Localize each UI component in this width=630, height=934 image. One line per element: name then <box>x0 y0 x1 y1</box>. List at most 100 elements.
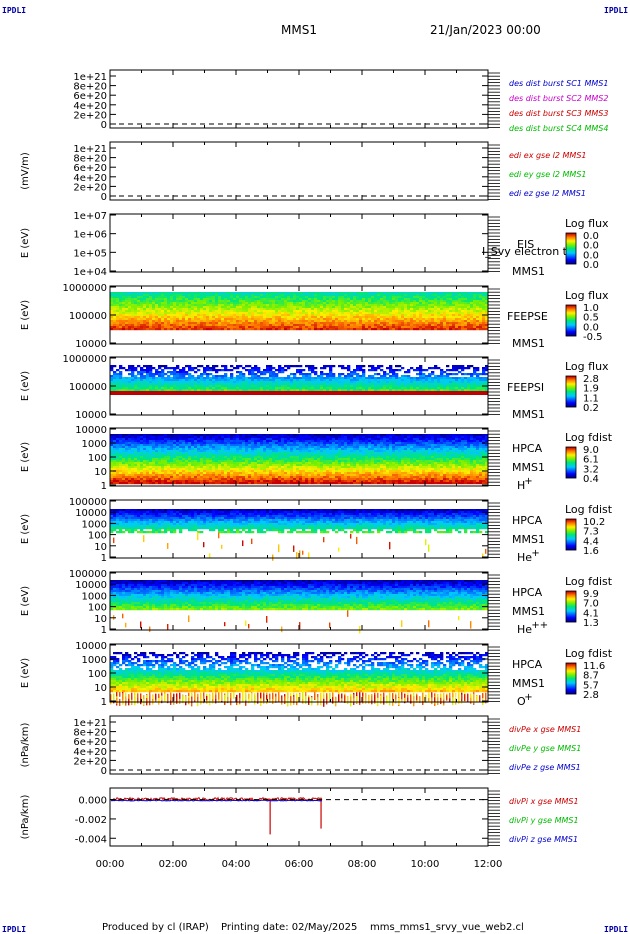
spectrogram-cell <box>314 383 318 386</box>
spectrogram-cell <box>284 310 288 313</box>
spectrogram-cell <box>332 377 336 380</box>
spectrogram-cell <box>194 440 198 443</box>
spectrogram-cell <box>158 318 162 321</box>
spectrogram-cell <box>371 326 375 329</box>
spectrogram-cell <box>149 466 153 469</box>
spectrogram-cell <box>191 448 195 451</box>
spectrogram-cell <box>431 367 435 370</box>
spectrogram-cell <box>176 454 180 457</box>
colorbar-segment <box>566 245 576 247</box>
spectrogram-cell <box>173 383 177 386</box>
spectrogram-cell <box>173 304 177 307</box>
spectrogram-cell <box>113 480 117 483</box>
spectrogram-cell <box>437 383 441 386</box>
spectrogram-cell <box>233 383 237 386</box>
spectrogram-cell <box>161 442 165 445</box>
spectrogram-cell <box>446 324 450 327</box>
spectrogram-cell <box>326 316 330 319</box>
spectrogram-cell <box>338 312 342 315</box>
spectrogram-cell <box>119 452 123 455</box>
spectrogram-cell <box>371 381 375 384</box>
spectrogram-cell <box>140 458 144 461</box>
spectrogram-cell <box>278 304 282 307</box>
spectrogram-cell <box>290 316 294 319</box>
spectrogram-cell <box>146 436 150 439</box>
spectrogram-cell <box>266 294 270 297</box>
spectrogram-cell <box>293 324 297 327</box>
spectrogram-cell <box>344 306 348 309</box>
spectrogram-cell <box>428 391 432 395</box>
y-tick-label: 1e+21 <box>73 72 107 83</box>
spectrogram-cell <box>131 316 135 319</box>
spectrogram-cell <box>410 292 414 295</box>
spectrogram-cell <box>110 310 114 313</box>
spectrogram-cell <box>395 320 399 323</box>
spectrogram-cell <box>242 375 246 378</box>
spectrogram-cell <box>161 296 165 299</box>
spectrogram-cell <box>200 314 204 317</box>
spectrogram-cell <box>437 320 441 323</box>
spectrogram-cell <box>140 379 144 382</box>
spectrogram-cell <box>128 324 132 327</box>
spectrogram-cell <box>140 462 144 465</box>
spectrogram-cell <box>167 444 171 447</box>
spectrogram-cell <box>242 296 246 299</box>
spectrogram-cell <box>140 292 144 295</box>
spectrogram-cell <box>137 302 141 305</box>
spectrogram-cell <box>137 328 141 331</box>
spectrogram-cell <box>200 385 204 388</box>
spectrogram-cell <box>179 389 183 392</box>
spectrogram-cell <box>335 389 339 392</box>
spectrogram-cell <box>170 300 174 303</box>
spectrogram-cell <box>308 365 312 368</box>
spectrogram-cell <box>284 320 288 323</box>
spectrogram-cell <box>413 389 417 392</box>
spectrogram-cell <box>419 328 423 331</box>
spectrogram-cell <box>266 387 270 390</box>
spectrogram-cell <box>167 294 171 297</box>
spectrogram-cell <box>224 389 228 392</box>
spectrogram-cell <box>188 460 192 463</box>
spectrogram-cell <box>308 369 312 372</box>
spectrogram-cell <box>266 318 270 321</box>
spectrogram-cell <box>155 308 159 311</box>
spectrogram-cell <box>263 312 267 315</box>
spectrogram-cell <box>179 464 183 467</box>
spectrogram-cell <box>257 369 261 372</box>
spectrogram-cell <box>419 320 423 323</box>
spectrogram-cell <box>227 302 231 305</box>
spectrogram-cell <box>167 436 171 439</box>
spectrogram-cell <box>119 434 123 437</box>
spectrogram-cell <box>206 300 210 303</box>
spectrogram-cell <box>137 308 141 311</box>
spectrogram-cell <box>431 308 435 311</box>
spectrogram-cell <box>254 316 258 319</box>
spectrogram-cell <box>320 373 324 376</box>
spectrogram-cell <box>419 294 423 297</box>
spectrogram-cell <box>275 379 279 382</box>
spectrogram-cell <box>443 379 447 382</box>
spectrogram-cell <box>386 308 390 311</box>
spectrogram-cell <box>380 377 384 380</box>
spectrogram-cell <box>260 383 264 386</box>
spectrogram-cell <box>134 480 138 483</box>
spectrogram-cell <box>476 377 480 380</box>
spectrogram-cell <box>176 320 180 323</box>
spectrogram-cell <box>221 304 225 307</box>
spectrogram-cell <box>311 387 315 390</box>
spectrogram-cell <box>173 367 177 370</box>
spectrogram-cell <box>356 318 360 321</box>
spectrogram-cell <box>401 294 405 297</box>
spectrogram-cell <box>455 385 459 388</box>
spectrogram-cell <box>437 375 441 378</box>
spectrogram-cell <box>236 377 240 380</box>
spectrogram-cell <box>203 302 207 305</box>
colorbar-segment <box>566 387 576 389</box>
spectrogram-cell <box>272 294 276 297</box>
spectrogram-cell <box>182 369 186 372</box>
spectrogram-cell <box>152 298 156 301</box>
spectrogram-cell <box>218 312 222 315</box>
spectrogram-cell <box>431 296 435 299</box>
spectrogram-cell <box>221 292 225 295</box>
spectrogram-cell <box>146 326 150 329</box>
